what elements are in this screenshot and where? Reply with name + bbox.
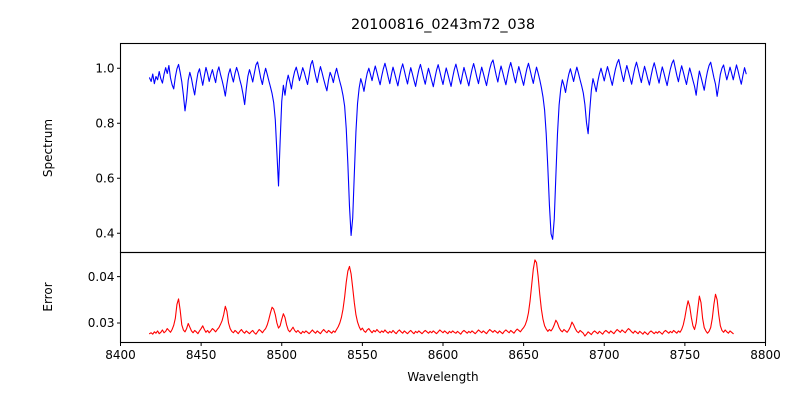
y-tick-label: 0.4 bbox=[95, 226, 114, 240]
x-tick-label: 8600 bbox=[428, 348, 459, 362]
x-tick-label: 8550 bbox=[347, 348, 378, 362]
x-tick-label: 8500 bbox=[266, 348, 297, 362]
x-tick-label: 8750 bbox=[670, 348, 701, 362]
y-tick-label: 0.8 bbox=[95, 116, 114, 130]
spectrum-y-ticks: 0.4 0.6 0.8 1.0 bbox=[95, 61, 121, 240]
spectrum-series-line bbox=[148, 58, 747, 240]
error-x-ticks: 8400 8450 8500 8550 8600 8650 8700 8750 8800 bbox=[105, 342, 781, 362]
x-tick-label: 8650 bbox=[508, 348, 539, 362]
x-tick-label: 8450 bbox=[186, 348, 217, 362]
y-tick-label: 0.03 bbox=[88, 316, 115, 330]
x-tick-label: 8700 bbox=[589, 348, 620, 362]
x-tick-label: 8800 bbox=[750, 348, 781, 362]
error-y-axis-label: Error bbox=[41, 282, 55, 311]
y-tick-label: 0.04 bbox=[88, 270, 115, 284]
spectrum-y-axis-label: Spectrum bbox=[41, 119, 55, 177]
x-axis-label: Wavelength bbox=[407, 370, 478, 384]
y-tick-label: 1.0 bbox=[95, 61, 114, 75]
y-tick-label: 0.6 bbox=[95, 171, 114, 185]
x-tick-label: 8400 bbox=[105, 348, 136, 362]
page-title: 20100816_0243m72_038 bbox=[351, 17, 535, 33]
error-series-line bbox=[148, 259, 734, 337]
error-panel: 0.03 0.04 8400 8450 8500 8550 8600 8650 8700 875… bbox=[41, 251, 781, 384]
error-y-ticks: 0.03 0.04 bbox=[88, 270, 121, 330]
